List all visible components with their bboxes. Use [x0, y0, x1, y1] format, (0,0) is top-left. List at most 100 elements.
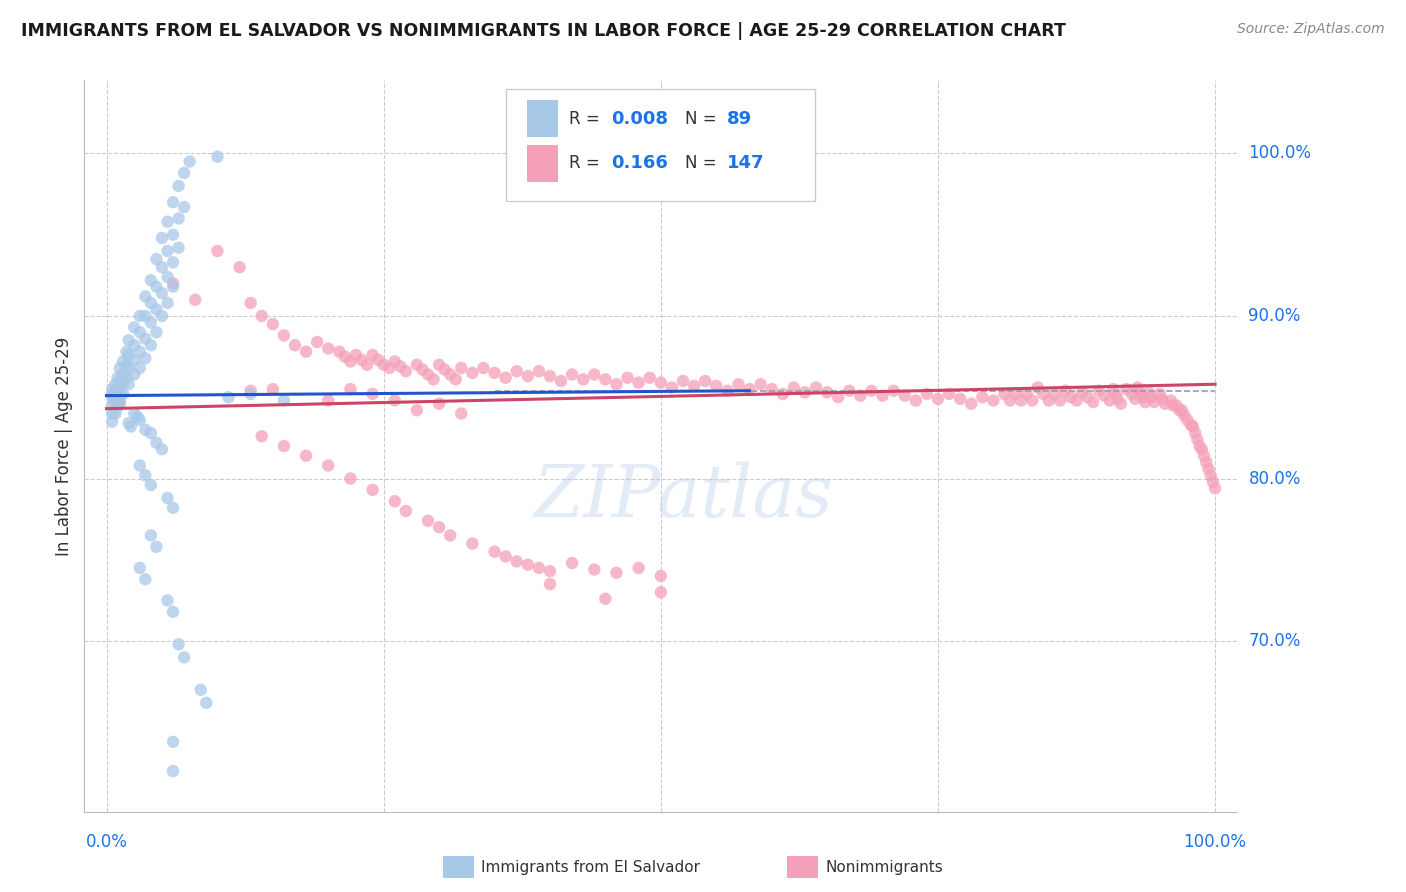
Point [983, 393, 1005, 408]
Point [1083, 395, 1105, 409]
Point [561, 368, 583, 382]
Point [167, 637, 190, 651]
Point [139, 296, 162, 310]
Point [108, 384, 131, 398]
Point [134, 468, 156, 483]
Point [128, 361, 150, 376]
Point [416, 368, 439, 382]
Point [333, 350, 356, 364]
Point [838, 384, 860, 398]
Point [115, 358, 138, 372]
Point [295, 344, 318, 359]
Point [173, 650, 195, 665]
Point [356, 358, 378, 372]
Text: 0.166: 0.166 [612, 154, 668, 172]
Point [384, 494, 406, 508]
Point [1015, 387, 1038, 401]
Point [162, 255, 184, 269]
Point [262, 317, 284, 331]
Point [738, 382, 761, 396]
Point [112, 387, 135, 401]
Point [108, 397, 131, 411]
Text: N =: N = [685, 110, 721, 128]
Point [883, 384, 905, 398]
Point [145, 540, 167, 554]
Point [145, 279, 167, 293]
Point [1066, 393, 1088, 408]
Point [938, 387, 960, 401]
Point [1191, 442, 1213, 457]
Point [316, 393, 339, 408]
Point [395, 504, 418, 518]
Point [1195, 455, 1218, 469]
Point [783, 380, 806, 394]
Point [384, 393, 406, 408]
Point [128, 413, 150, 427]
Text: 0.0%: 0.0% [86, 832, 128, 851]
Text: R =: R = [569, 154, 606, 172]
Point [506, 364, 529, 378]
Point [583, 562, 606, 576]
Point [134, 289, 156, 303]
Text: 89: 89 [727, 110, 752, 128]
Point [1038, 393, 1060, 408]
Point [472, 361, 495, 376]
Point [1137, 385, 1160, 400]
Point [118, 361, 141, 376]
Point [107, 370, 129, 384]
Point [239, 387, 262, 401]
Point [107, 400, 129, 414]
Point [162, 764, 184, 778]
Text: 100.0%: 100.0% [1249, 145, 1312, 162]
Point [893, 389, 915, 403]
Point [316, 342, 339, 356]
Point [1188, 439, 1211, 453]
Point [1199, 468, 1222, 483]
Point [122, 368, 145, 382]
Point [1135, 395, 1157, 409]
Point [1087, 384, 1109, 398]
Point [101, 390, 124, 404]
Point [122, 407, 145, 421]
Point [156, 491, 179, 505]
Point [794, 385, 817, 400]
Point [650, 585, 672, 599]
Point [1071, 385, 1094, 400]
Point [1032, 387, 1054, 401]
Point [527, 561, 550, 575]
Point [207, 244, 229, 258]
Point [145, 252, 167, 266]
Point [295, 449, 318, 463]
Point [450, 361, 472, 376]
Point [993, 387, 1015, 401]
Point [134, 572, 156, 586]
Point [1166, 398, 1188, 412]
Point [250, 309, 273, 323]
Point [361, 387, 384, 401]
Text: 70.0%: 70.0% [1249, 632, 1301, 650]
Point [108, 374, 131, 388]
Point [998, 393, 1021, 408]
Point [1171, 403, 1194, 417]
Point [638, 370, 661, 384]
Point [516, 369, 538, 384]
Point [849, 389, 872, 403]
Point [101, 382, 124, 396]
Point [128, 325, 150, 339]
Point [627, 376, 650, 390]
Point [561, 556, 583, 570]
Point [239, 384, 262, 398]
Point [595, 372, 617, 386]
Point [461, 536, 484, 550]
Point [162, 227, 184, 242]
Point [661, 380, 683, 394]
Point [162, 500, 184, 515]
Point [1154, 397, 1177, 411]
Point [595, 591, 617, 606]
Point [433, 362, 456, 376]
Point [101, 415, 124, 429]
Point [127, 409, 149, 424]
Point [104, 387, 127, 401]
Point [904, 393, 927, 408]
Point [422, 372, 444, 386]
